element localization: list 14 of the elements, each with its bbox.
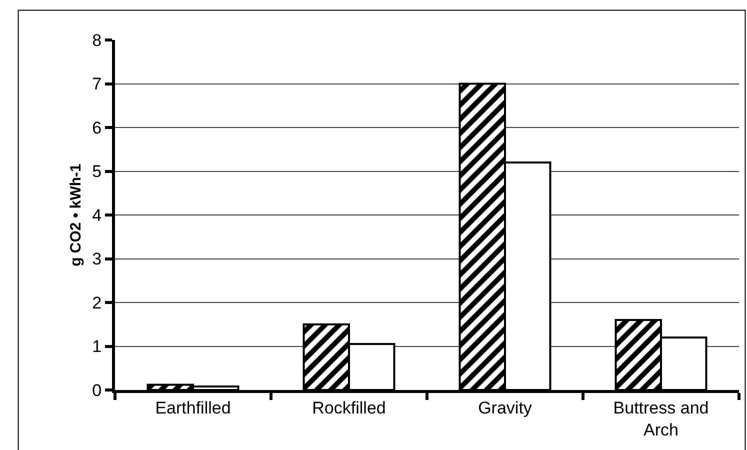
y-tick-label: 3 [92, 250, 102, 269]
y-tick-label: 8 [92, 30, 102, 50]
y-tick-label: 5 [92, 162, 102, 182]
y-tick-label: 1 [92, 337, 102, 356]
y-axis-title: g CO2 • kWh-1 [67, 164, 84, 266]
y-tick-label: 6 [92, 118, 102, 138]
x-tick-label: Buttress and Arch [613, 398, 709, 440]
y-tick-label: 4 [92, 206, 102, 225]
x-tick-label: Rockfilled [312, 398, 386, 418]
y-tick-label: 0 [92, 380, 102, 400]
y-tick-label: 7 [92, 74, 102, 94]
x-tick-label: Gravity [478, 398, 532, 418]
x-tick-label: Earthfilled [155, 398, 231, 418]
y-tick-label: 2 [92, 293, 102, 312]
